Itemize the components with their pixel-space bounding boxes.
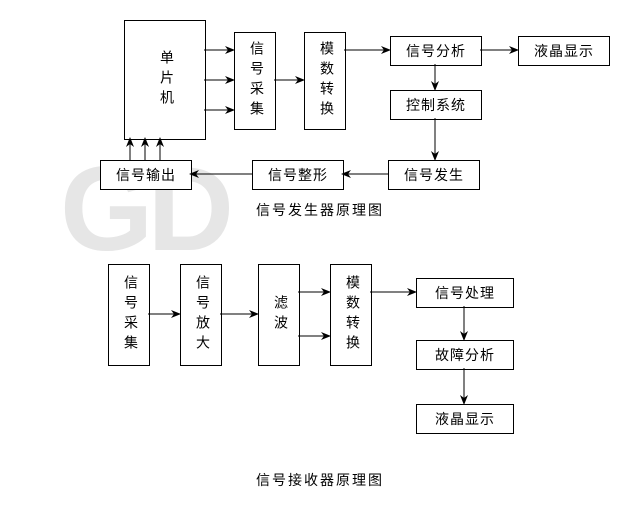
node-adc2: 模数转换 xyxy=(330,264,372,366)
node-out: 信号输出 xyxy=(100,160,192,190)
node-mcu: 单片机 xyxy=(124,20,206,140)
node-adc1: 模数转换 xyxy=(304,32,346,130)
caption-signal-receiver: 信号接收器原理图 xyxy=(200,470,440,490)
node-control: 控制系统 xyxy=(390,90,482,120)
node-acq2: 信号采集 xyxy=(108,264,150,366)
node-proc: 信号处理 xyxy=(416,278,514,308)
node-lcd2: 液晶显示 xyxy=(416,404,514,434)
node-lcd1: 液晶显示 xyxy=(518,36,610,66)
node-shape: 信号整形 xyxy=(252,160,344,190)
node-acq1: 信号采集 xyxy=(234,32,276,130)
node-analysis: 信号分析 xyxy=(390,36,482,66)
caption-signal-generator: 信号发生器原理图 xyxy=(210,200,430,220)
node-filter: 滤波 xyxy=(258,264,300,366)
node-amp: 信号放大 xyxy=(180,264,222,366)
node-fault: 故障分析 xyxy=(416,340,514,370)
node-gen: 信号发生 xyxy=(388,160,480,190)
flowchart-nodes-layer: 单片机信号采集模数转换信号分析液晶显示控制系统信号发生信号整形信号输出信号采集信… xyxy=(0,0,643,513)
